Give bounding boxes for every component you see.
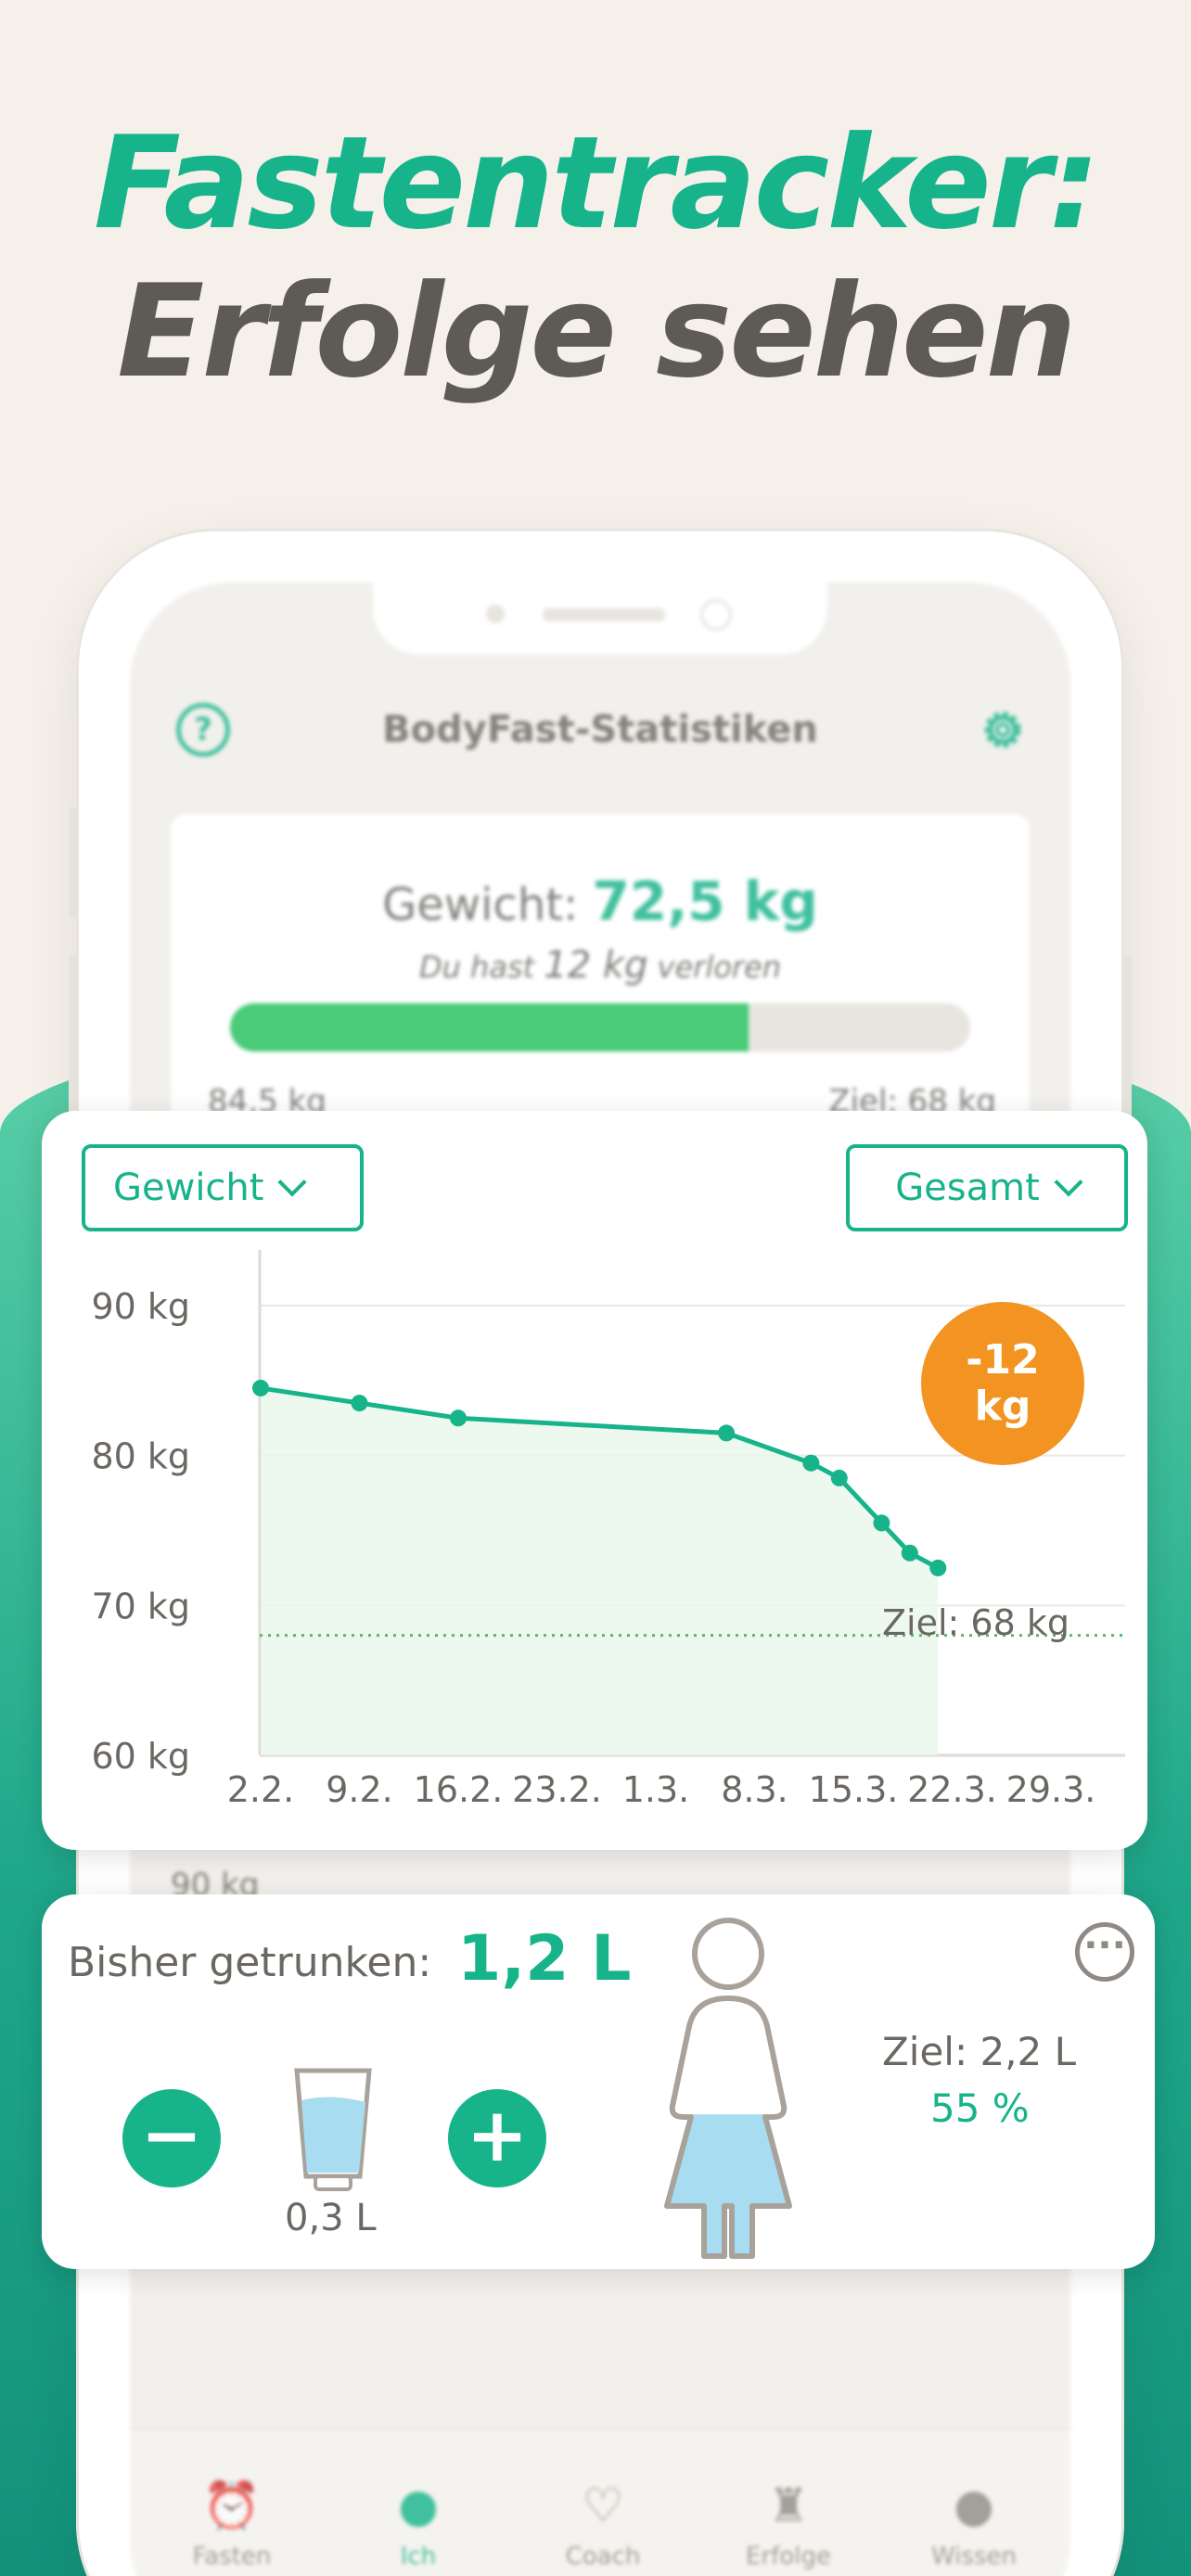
y-tick-label: 70 kg [91,1586,190,1626]
data-point [450,1409,467,1427]
weight-progress-bar [230,1003,970,1052]
weight-lost-text: Du hast 12 kg verloren [171,944,1030,987]
tab-bar: ⏰ Fasten ● Ich ♡ Coach ♜ Erfolge ● Wisse… [130,2428,1070,2576]
data-point [929,1559,947,1576]
minus-icon: − [140,2092,203,2178]
weight-progress-fill [230,1003,749,1052]
tab-ich[interactable]: ● Ich [335,2476,502,2570]
notch-speaker [543,608,665,621]
weight-chart-card: Gewicht Gesamt 90 kg 80 kg 70 kg 60 kg 2.2. 9… [42,1111,1147,1850]
x-tick-label: 9.2. [326,1769,393,1810]
alarm-clock-icon: ⏰ [202,2479,262,2532]
glass-icon[interactable] [293,2067,373,2193]
weight-summary: Gewicht: 72,5 kg [171,870,1030,933]
glass-volume-label: 0,3 L [285,2197,377,2239]
app-title: BodyFast-Statistiken [382,708,818,751]
x-tick-label: 2.2. [227,1769,295,1810]
badge-unit: kg [974,1383,1031,1430]
x-tick-label: 1.3. [622,1769,690,1810]
data-point [901,1544,918,1562]
data-point [830,1469,848,1486]
headline: Fastentracker: Erfolge sehen [0,109,1191,406]
range-select-value: Gesamt [895,1167,1040,1209]
goal-line-label: Ziel: 68 kg [882,1602,1069,1643]
y-tick-label: 60 kg [91,1736,190,1777]
tab-label: Coach [565,2543,641,2570]
phone-notch [373,582,827,655]
weight-value: 72,5 kg [592,870,818,933]
data-point [351,1395,368,1412]
metric-select-value: Gewicht [113,1167,264,1209]
weight-chart: 90 kg 80 kg 70 kg 60 kg 2.2. 9.2. 16.2. 23.2. 1.… [91,1250,1125,1810]
plus-icon: + [466,2092,529,2178]
water-card: Bisher getrunken: 1,2 L − 0,3 L + ··· Zi… [42,1894,1155,2269]
tab-erfolge[interactable]: ♜ Erfolge [705,2476,872,2570]
user-icon: ● [398,2479,439,2532]
tab-label: Ich [400,2543,437,2570]
y-tick-label: 80 kg [91,1436,190,1477]
headline-line2: Erfolge sehen [117,257,1077,406]
tab-fasten[interactable]: ⏰ Fasten [148,2476,315,2570]
apple-icon: ● [954,2479,994,2532]
weight-loss-badge: -12 kg [921,1302,1084,1465]
heart-icon: ♡ [582,2479,624,2532]
data-point [252,1379,269,1396]
badge-value: -12 [966,1336,1040,1384]
data-point [718,1424,736,1442]
phone-power-button [1122,955,1132,1196]
tab-wissen[interactable]: ● Wissen [890,2476,1057,2570]
weight-summary-card: Gewicht: 72,5 kg Du hast 12 kg verloren … [171,814,1030,1148]
weight-label: Gewicht: [382,879,579,931]
lost-suffix: verloren [657,950,782,985]
water-level-figure [664,1918,792,2259]
x-tick-label: 23.2. [512,1769,602,1810]
range-select[interactable]: Gesamt [846,1144,1128,1231]
water-label: Bisher getrunken: [68,1939,432,1986]
x-tick-label: 16.2. [414,1769,504,1810]
gear-icon[interactable] [976,703,1030,757]
notch-camera [700,599,732,631]
tab-label: Fasten [192,2543,272,2570]
x-tick-label: 15.3. [809,1769,899,1810]
question-icon[interactable]: ? [176,703,230,757]
app-header: ? BodyFast-Statistiken [130,703,1070,777]
phone-side-button [69,807,78,918]
x-tick-label: 22.3. [907,1769,997,1810]
headline-line1: Fastentracker: [93,108,1100,258]
tab-label: Erfolge [746,2543,831,2570]
metric-select[interactable]: Gewicht [82,1144,364,1231]
water-goal: Ziel: 2,2 L [882,2029,1076,2074]
data-point [802,1454,820,1472]
tab-label: Wissen [931,2543,1017,2570]
x-tick-label: 29.3. [1006,1769,1096,1810]
trophy-icon: ♜ [767,2479,810,2532]
lost-value: 12 kg [544,944,648,987]
notch-sensor [486,605,505,623]
lost-prefix: Du hast [418,950,535,985]
phone-volume-button [69,955,78,1122]
x-tick-label: 8.3. [721,1769,788,1810]
water-fill [667,2114,789,2256]
remove-water-button[interactable]: − [122,2089,221,2187]
add-water-button[interactable]: + [448,2089,546,2187]
tab-coach[interactable]: ♡ Coach [519,2476,686,2570]
series-area [261,1387,939,1755]
y-tick-label: 90 kg [91,1286,190,1327]
more-icon[interactable]: ··· [1075,1922,1134,1982]
water-value: 1,2 L [457,1922,632,1996]
water-percent: 55 % [930,2085,1030,2131]
data-point [873,1514,890,1532]
